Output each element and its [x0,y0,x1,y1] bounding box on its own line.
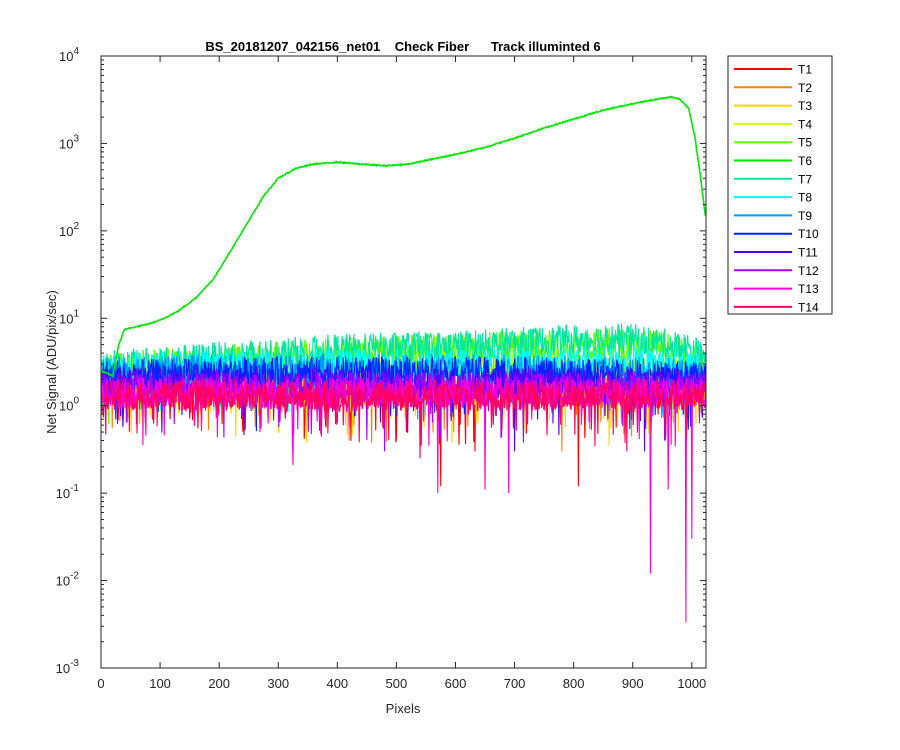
legend-label-t2: T2 [798,81,812,95]
series-line-t14 [101,378,706,459]
y-tick-exponent: 4 [73,46,79,57]
y-tick-exponent: -3 [70,658,79,669]
x-axis-label: Pixels [386,701,421,716]
y-tick-exponent: -2 [70,571,79,582]
x-tick-label: 800 [563,676,585,691]
x-tick-label: 1000 [677,676,706,691]
y-tick-exponent: 2 [73,221,79,232]
y-tick-exponent: 1 [73,308,79,319]
x-tick-label: 700 [504,676,526,691]
x-axis: 0 100 200 300 400 500 600 700 800 900 1000 [97,56,706,691]
legend-label-t5: T5 [798,136,812,150]
legend-label-t8: T8 [798,191,812,205]
x-tick-label: 300 [267,676,289,691]
x-tick-label: 900 [622,676,644,691]
legend-label-t12: T12 [798,264,819,278]
x-tick-label: 400 [326,676,348,691]
legend-label-t11: T11 [798,246,818,260]
legend-label-t4: T4 [798,117,812,131]
plot-frame [100,55,707,669]
x-tick-label: 100 [149,676,171,691]
chart-title: BS_20181207_042156_net01 Check Fiber Tra… [205,39,600,54]
series-line-t13 [101,375,706,623]
x-tick-label: 200 [208,676,230,691]
y-tick-exponent: -1 [70,483,79,494]
legend-label-t9: T9 [798,209,812,223]
legend: T1 T2 T3 T4 T5 T6 T7 T8 T9 T10 T11 T12 T13 T14 [727,55,833,315]
x-tick-label: 500 [386,676,408,691]
legend-label-t7: T7 [798,172,812,186]
legend-label-t3: T3 [798,99,812,113]
x-tick-label: 0 [97,676,104,691]
legend-label-t1: T1 [798,63,812,77]
y-tick-exponent: 0 [73,396,79,407]
series-line-t6 [101,95,706,378]
legend-label-t6: T6 [798,154,812,168]
legend-label-t10: T10 [798,227,819,241]
series-layer [101,95,706,623]
y-axis-label: Net Signal (ADU/pix/sec) [44,290,59,434]
legend-label-t14: T14 [798,300,819,314]
y-tick-exponent: 3 [73,133,79,144]
legend-label-t13: T13 [798,282,819,296]
x-tick-label: 600 [445,676,467,691]
